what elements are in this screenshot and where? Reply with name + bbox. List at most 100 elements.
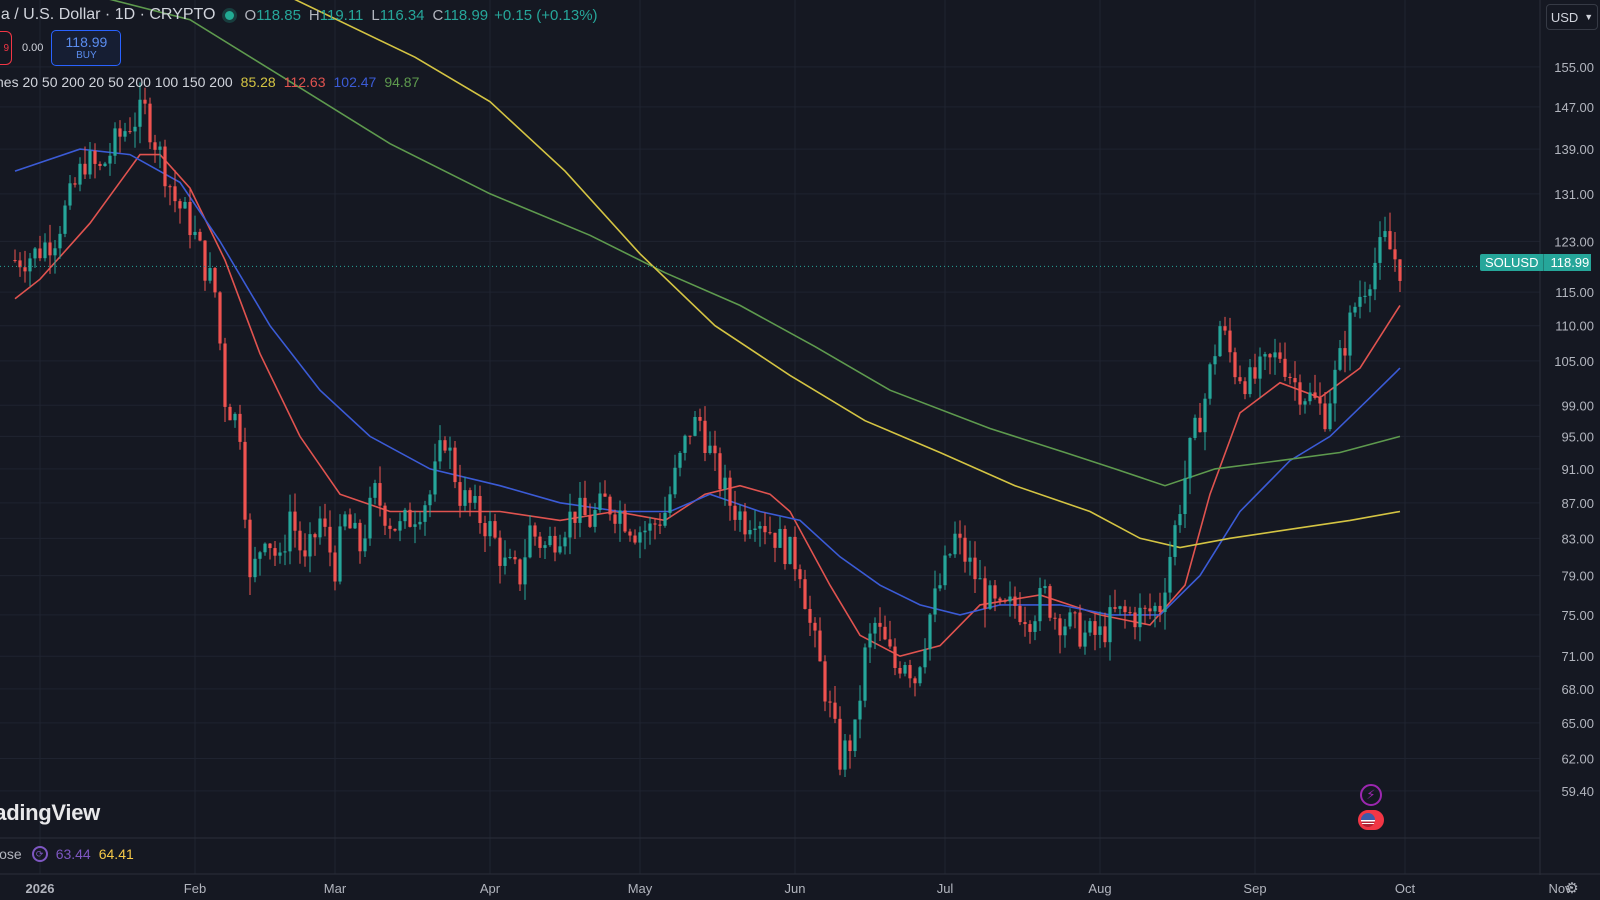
candle-body: [1123, 606, 1127, 613]
refresh-icon[interactable]: ⟳: [31, 846, 48, 862]
candle-body: [1043, 586, 1047, 589]
price-axis-panel[interactable]: [1540, 0, 1600, 875]
candle-body: [1358, 296, 1362, 307]
candle-body: [213, 268, 217, 293]
candle-body: [828, 701, 832, 703]
buy-label: BUY: [76, 49, 97, 61]
candle-body: [238, 413, 242, 442]
candle-body: [383, 505, 387, 526]
candle-body: [98, 163, 102, 166]
candle-body: [208, 268, 212, 281]
candle-body: [708, 445, 712, 454]
candle-body: [1028, 624, 1032, 632]
candle-body: [898, 667, 902, 674]
candle-body: [843, 740, 847, 770]
candle-body: [1153, 605, 1157, 612]
tradingview-watermark: radingView: [0, 800, 100, 825]
candle-body: [903, 665, 907, 674]
candle-body: [88, 150, 92, 175]
candle-body: [1333, 369, 1337, 404]
candle-body: [353, 522, 357, 529]
currency-select[interactable]: USD ▼: [1546, 4, 1598, 30]
candle-body: [1363, 295, 1367, 297]
time-tick-label: Feb: [184, 881, 206, 896]
candle-body: [1338, 348, 1342, 370]
candle-body: [1183, 478, 1187, 515]
symbol-legend[interactable]: na / U.S. Dollar · 1D · CRYPTO O 118.85 H…: [0, 4, 598, 26]
time-axis-labels: 2026 Feb Mar Apr May Jun Jul Aug Sep Oct Nov: [26, 881, 1573, 896]
candle-body: [968, 557, 972, 562]
time-tick-label: Oct: [1395, 881, 1416, 896]
candle-body: [1373, 262, 1377, 290]
candle-body: [608, 496, 612, 515]
candle-body: [543, 545, 547, 548]
ma-legend-name[interactable]: nes 20 50 200 20 50 200 100 150 200: [0, 74, 233, 90]
candle-body: [978, 578, 982, 580]
candle-body: [1253, 367, 1257, 379]
candle-body: [218, 292, 222, 344]
candle-body: [618, 510, 622, 524]
candle-body: [128, 131, 132, 133]
price-tick-label: 79.00: [1561, 569, 1594, 584]
candle-body: [1078, 612, 1082, 647]
candle-body: [458, 482, 462, 506]
candle-body: [448, 447, 452, 451]
candle-body: [853, 719, 857, 752]
bolt-event-icon[interactable]: ⚡: [1360, 784, 1382, 806]
candle-body: [1318, 397, 1322, 404]
candle-body: [1148, 608, 1152, 612]
candle-body: [493, 521, 497, 538]
candle-body: [18, 260, 22, 268]
candle-body: [848, 740, 852, 752]
candle-body: [423, 505, 427, 522]
candle-body: [1398, 259, 1402, 281]
candle-body: [1003, 600, 1007, 602]
candle-body: [698, 416, 702, 421]
candle-body: [123, 131, 127, 137]
candle-body: [1053, 617, 1057, 619]
candle-body: [1258, 356, 1262, 379]
candle-body: [278, 552, 282, 556]
candle-body: [838, 718, 842, 770]
candle-body: [768, 532, 772, 534]
candle-body: [283, 551, 287, 553]
candle-body: [923, 649, 927, 668]
candle-body: [148, 103, 152, 143]
candle-body: [653, 523, 657, 525]
candle-body: [693, 416, 697, 436]
buy-button[interactable]: 118.99 BUY: [51, 30, 122, 66]
candle-body: [943, 555, 947, 586]
candle-body: [533, 525, 537, 537]
candle-body: [663, 512, 667, 526]
candle-body: [1018, 605, 1022, 623]
candle-body: [1273, 352, 1277, 358]
candle-body: [648, 523, 652, 531]
low-value: 116.34: [379, 6, 425, 24]
candle-body: [453, 447, 457, 483]
candle-body: [313, 534, 317, 538]
candle-body: [1288, 376, 1292, 379]
candle-body: [758, 526, 762, 529]
settings-icon[interactable]: ⚙: [1565, 880, 1579, 897]
candle-body: [288, 511, 292, 552]
candle-body: [573, 511, 577, 523]
candle-body: [858, 700, 862, 720]
candle-body: [588, 515, 592, 527]
candle-body: [628, 531, 632, 536]
us-flag-event-icon[interactable]: [1358, 810, 1384, 830]
ma-legend[interactable]: nes 20 50 200 20 50 200 100 150 200 85.2…: [0, 74, 419, 90]
candle-body: [183, 201, 187, 209]
price-tick-label: 105.00: [1554, 354, 1594, 369]
trade-panel: 9 0.00 118.99 BUY: [0, 30, 122, 66]
candle-body: [408, 509, 412, 527]
candle-body: [1243, 381, 1247, 395]
candle-body: [1088, 621, 1092, 633]
symbol-title[interactable]: na / U.S. Dollar · 1D · CRYPTO: [0, 6, 216, 23]
candle-body: [1013, 596, 1017, 606]
indicator-legend[interactable]: lose ⟳ 63.44 64.41: [0, 846, 134, 862]
candle-body: [118, 128, 122, 137]
sell-button[interactable]: 9: [0, 31, 12, 65]
candle-body: [793, 536, 797, 570]
indicator-name[interactable]: lose: [0, 846, 22, 862]
